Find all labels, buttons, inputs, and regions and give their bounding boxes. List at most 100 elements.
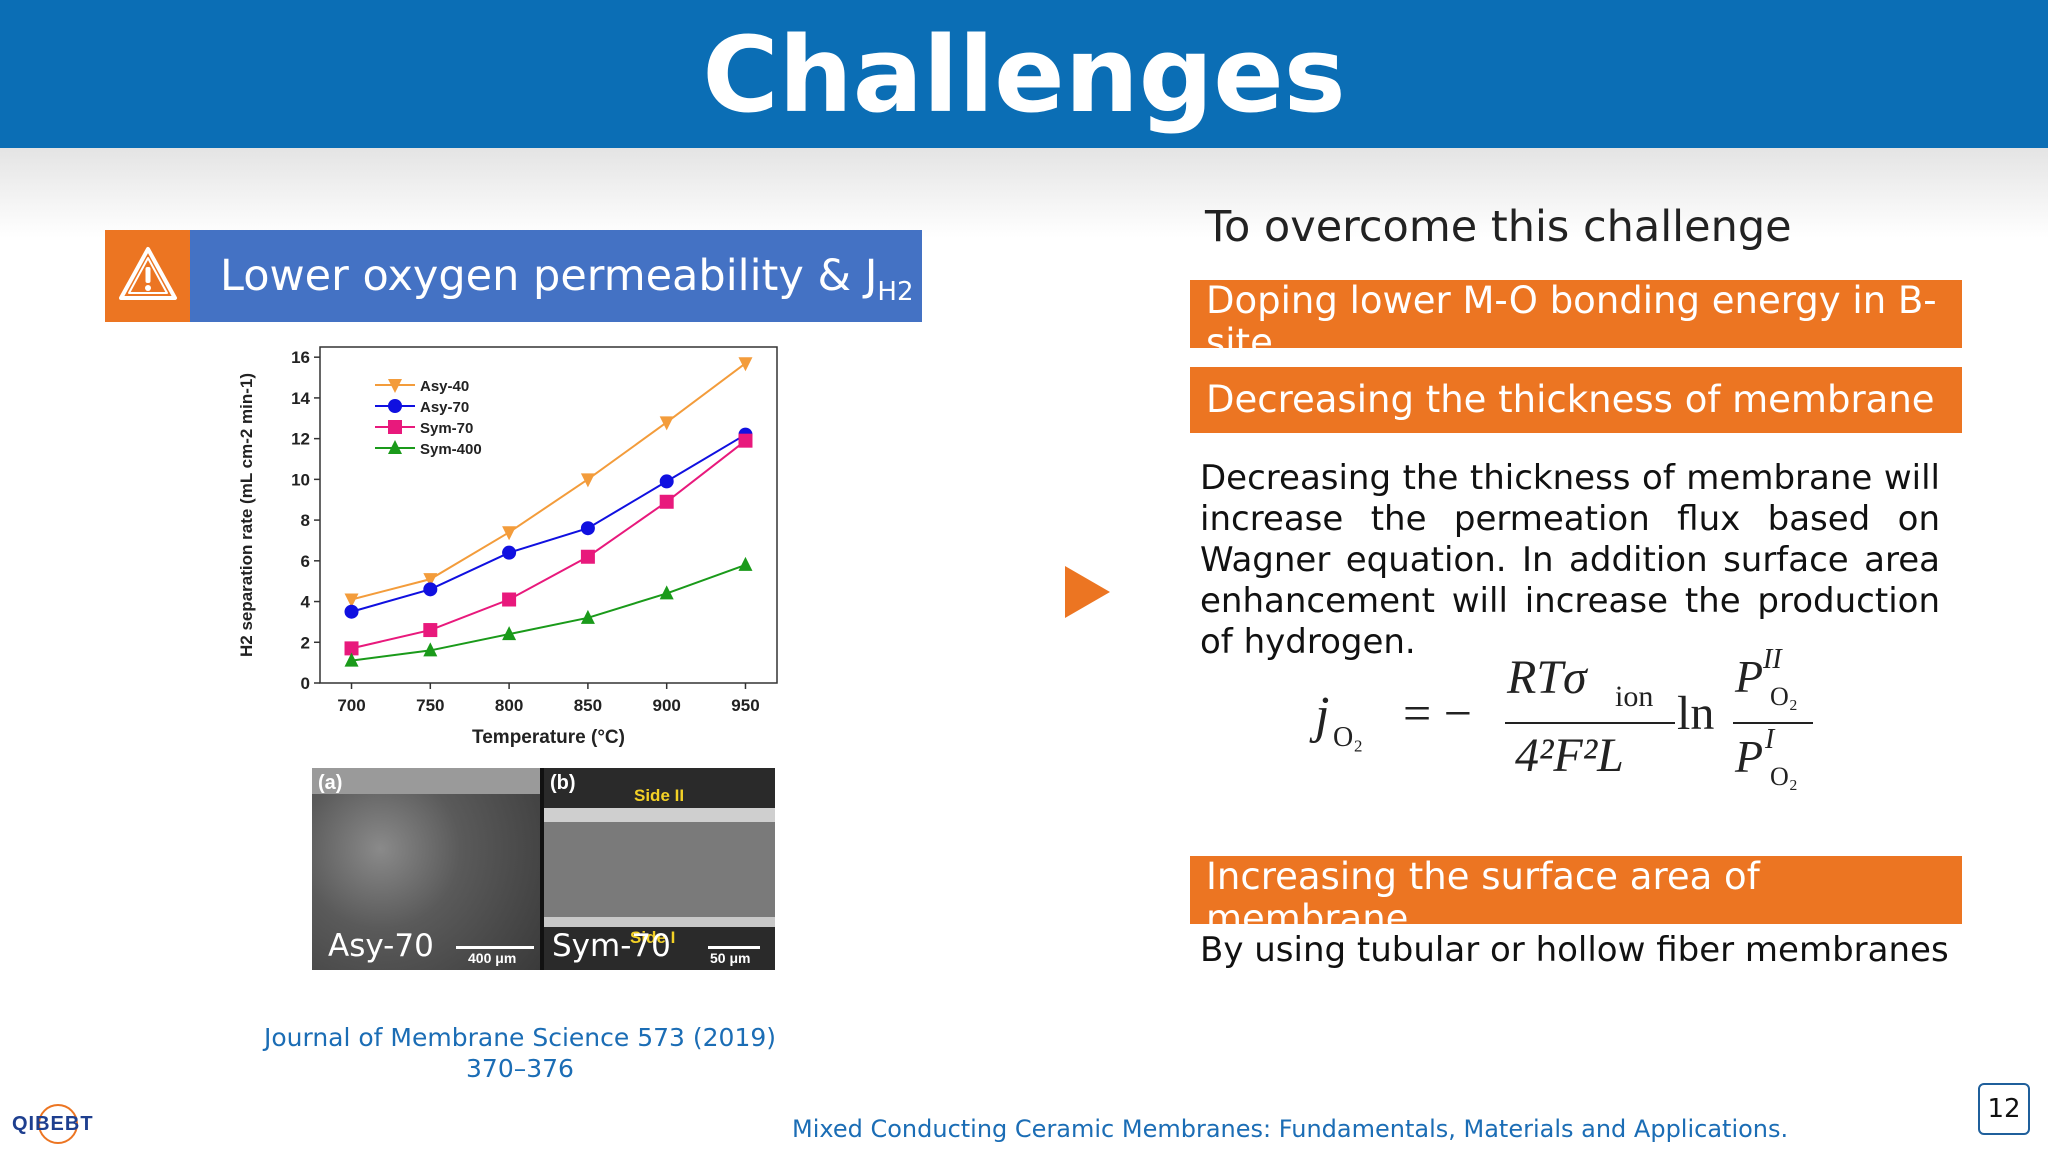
solution-heading: To overcome this challenge	[1205, 202, 1792, 252]
data-point-sym-400	[738, 556, 753, 571]
h2-separation-chart: 0 2 4 6 8 10 12 14 16 700 750 800 850 900 950 Temperatu…	[237, 346, 778, 748]
sem-a-scale-bar	[456, 946, 534, 949]
x-tick-label: 700	[337, 696, 365, 715]
data-point-sym-400	[344, 652, 359, 667]
thickness-explanation: Decreasing the thickness of membrane wil…	[1200, 458, 1940, 662]
sem-b-side-bottom: Side I	[630, 928, 676, 947]
legend-label-sym-70: Sym-70	[420, 420, 473, 437]
solution-box-thickness: Decreasing the thickness of membrane	[1190, 367, 1962, 433]
data-point-sym-70	[738, 433, 753, 448]
data-point-sym-400	[580, 609, 595, 624]
solution-box-doping: Doping lower M-O bonding energy in B-sit…	[1190, 280, 1962, 348]
x-tick-label: 850	[574, 696, 602, 715]
eq-numerator-sub: ion	[1615, 680, 1654, 713]
sem-b-scale-bar	[708, 946, 760, 949]
legend-marker-sym-70	[388, 420, 402, 434]
logo-ring	[38, 1104, 78, 1144]
eq-ln: ln	[1677, 687, 1715, 740]
plot-frame	[319, 346, 778, 684]
y-tick-label: 6	[301, 552, 310, 571]
data-point-asy-40	[738, 357, 753, 372]
problem-heading-subscript: H2	[877, 277, 914, 307]
y-tick-label: 16	[291, 348, 310, 367]
problem-heading: Lower oxygen permeability & JH2	[190, 230, 922, 322]
series-line-asy-70	[351, 433, 746, 613]
sem-b-side-top: Side II	[634, 786, 685, 805]
page-number: 12	[1978, 1083, 2030, 1135]
data-point-sym-70	[659, 494, 674, 509]
data-point-asy-40	[580, 473, 595, 488]
series-line-asy-40	[351, 362, 747, 601]
eq-p-denominator-sub: O₂	[1770, 762, 1798, 791]
legend-label-asy-40: Asy-40	[420, 378, 469, 395]
sem-a-scale-label: 400 μm	[468, 950, 517, 966]
y-tick-label: 0	[301, 674, 310, 693]
eq-numerator: RTσ	[1507, 651, 1587, 704]
data-point-asy-70	[580, 521, 595, 536]
y-tick-label: 10	[291, 470, 310, 489]
data-point-sym-70	[580, 549, 595, 564]
y-tick-label: 14	[291, 389, 310, 408]
sem-image-a: (a) Asy-70 400 μm	[312, 768, 540, 970]
series-line-sym-70	[351, 439, 747, 650]
data-point-sym-400	[659, 585, 674, 600]
sem-image-b: (b) Side II Side I Sym-70 50 μm	[544, 768, 775, 970]
data-point-asy-70	[502, 545, 517, 560]
title-bar	[0, 0, 2048, 148]
y-tick-label: 8	[301, 511, 310, 530]
sem-b-scale-label: 50 μm	[710, 950, 751, 966]
data-point-asy-70	[344, 604, 359, 619]
eq-lhs: j	[1315, 687, 1330, 744]
y-tick-label: 12	[291, 430, 310, 449]
eq-p-numerator: P	[1735, 651, 1764, 702]
sem-b-middle-layer	[544, 822, 775, 917]
sem-b-top-layer	[544, 808, 775, 822]
data-point-sym-70	[423, 623, 438, 638]
title-bar-shadow	[0, 148, 2048, 238]
arrow-right-icon	[1065, 566, 1110, 618]
x-tick-label: 950	[731, 696, 759, 715]
eq-p-denominator: P	[1735, 731, 1764, 782]
data-point-sym-70	[502, 592, 517, 607]
legend-marker-asy-70	[388, 399, 402, 413]
eq-p-denominator-sup: I	[1765, 724, 1775, 755]
x-tick-label: 800	[495, 696, 523, 715]
data-point-sym-400	[502, 626, 517, 641]
surface-explanation: By using tubular or hollow fiber membran…	[1200, 930, 1949, 970]
eq-p-numerator-sup: II	[1763, 644, 1782, 675]
data-point-asy-40	[423, 573, 438, 588]
eq-fraction-bar	[1505, 722, 1675, 724]
y-tick-label: 4	[301, 593, 311, 612]
data-point-sym-400	[423, 642, 438, 657]
sem-a-label: Asy-70	[328, 928, 434, 964]
data-point-asy-40	[502, 526, 517, 541]
eq-pressure-bar	[1733, 722, 1813, 724]
data-point-sym-70	[344, 641, 359, 656]
slide-title: Challenges	[702, 14, 1346, 136]
eq-equals: = −	[1403, 685, 1472, 741]
series-line-sym-400	[351, 563, 746, 662]
legend-marker-asy-40	[388, 379, 402, 393]
problem-heading-text: Lower oxygen permeability & J	[220, 251, 878, 301]
eq-lhs-sub: O₂	[1333, 722, 1363, 753]
x-tick-label: 750	[416, 696, 444, 715]
legend-label-asy-70: Asy-70	[420, 399, 469, 416]
eq-denominator: 4²F²L	[1515, 729, 1624, 782]
footer-reference: Mixed Conducting Ceramic Membranes: Fund…	[792, 1115, 1789, 1152]
sem-b-bottom-layer	[544, 917, 775, 927]
warning-badge	[105, 230, 190, 322]
sem-b-tag: (b)	[550, 772, 576, 794]
sem-b-label: Sym-70	[552, 928, 671, 964]
logo-text: QIBEBT	[12, 1113, 94, 1135]
warning-icon	[119, 247, 177, 300]
legend-marker-sym-400	[388, 440, 402, 454]
legend-label-sym-400: Sym-400	[420, 441, 482, 458]
data-point-asy-40	[659, 416, 674, 431]
sem-images: (a) Asy-70 400 μm (b) Side II Side I Sym…	[312, 768, 775, 970]
qibebt-logo: QIBEBT	[12, 1104, 102, 1146]
x-axis-label: Temperature (°C)	[472, 727, 625, 748]
y-axis-label: H2 separation rate (mL cm-2 min-1)	[237, 373, 256, 657]
sem-a-tag: (a)	[318, 772, 343, 794]
y-tick-label: 2	[301, 633, 310, 652]
solution-box-surface: Increasing the surface area of membrane	[1190, 856, 1962, 924]
